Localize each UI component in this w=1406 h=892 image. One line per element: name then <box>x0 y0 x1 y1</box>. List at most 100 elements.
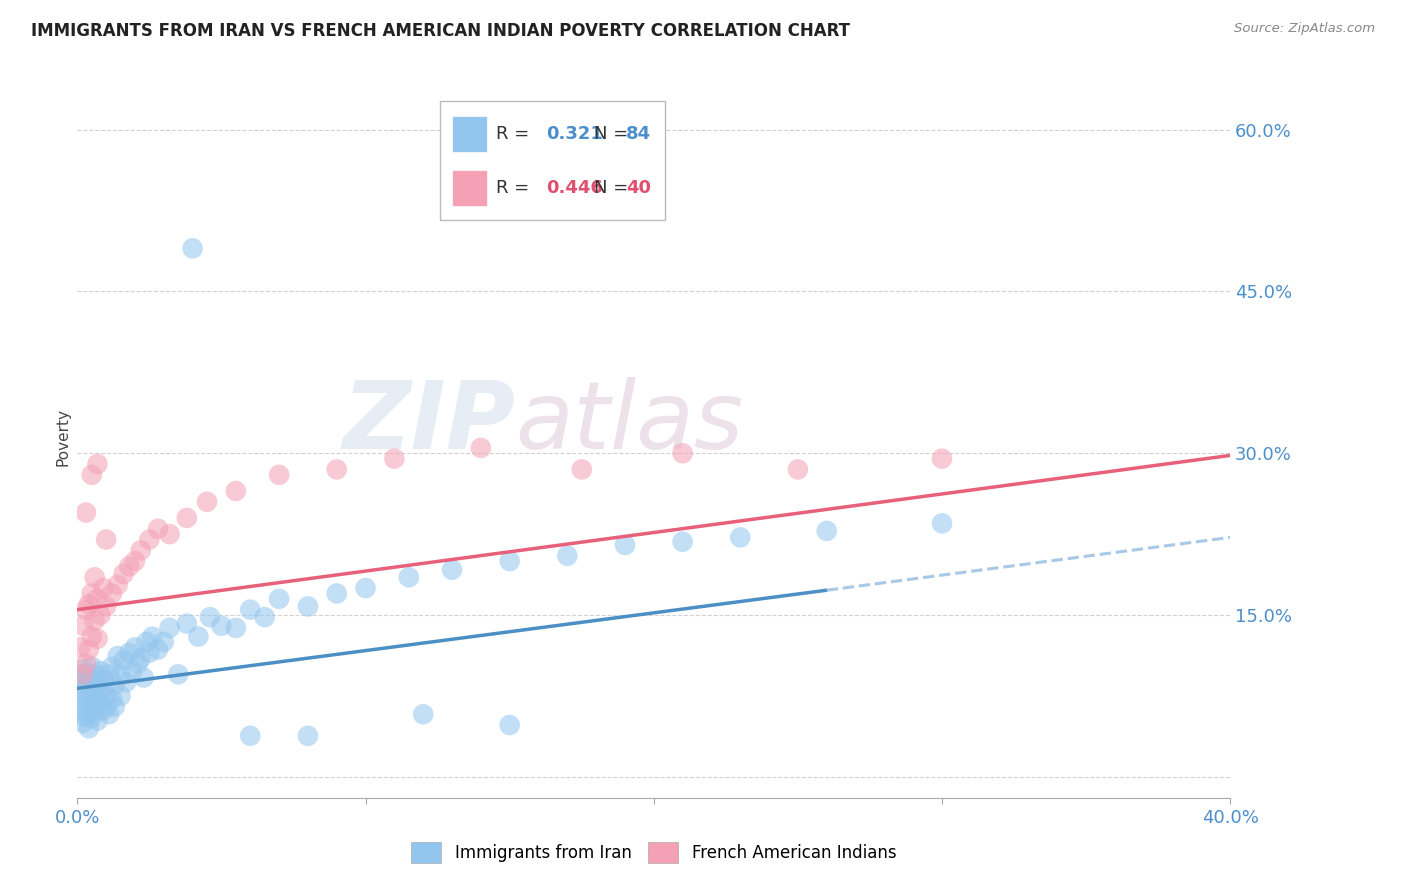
Y-axis label: Poverty: Poverty <box>55 408 70 467</box>
Point <box>470 441 492 455</box>
Point <box>72 667 94 681</box>
Point <box>72 619 94 633</box>
Point <box>931 516 953 531</box>
Text: 0.446: 0.446 <box>547 178 603 197</box>
Point <box>127 657 149 671</box>
Point <box>80 586 103 600</box>
Point <box>86 632 108 646</box>
Point <box>107 648 129 663</box>
Point <box>101 692 124 706</box>
Point <box>77 642 100 657</box>
Point <box>89 664 111 678</box>
Text: R =: R = <box>496 178 540 197</box>
Text: ZIP: ZIP <box>343 376 516 468</box>
Point <box>83 694 105 708</box>
Point <box>77 674 100 689</box>
Point <box>931 451 953 466</box>
Point <box>132 671 155 685</box>
Point <box>146 642 169 657</box>
Point <box>267 467 291 482</box>
Point <box>398 570 420 584</box>
Point <box>239 729 262 743</box>
Point <box>69 683 91 698</box>
Point <box>198 610 221 624</box>
Text: 40: 40 <box>626 178 651 197</box>
Point <box>75 710 97 724</box>
Point <box>672 446 695 460</box>
Point <box>75 667 97 681</box>
Point <box>499 554 522 568</box>
Text: atlas: atlas <box>516 377 744 468</box>
Point <box>75 689 97 703</box>
Point <box>83 614 105 628</box>
FancyBboxPatch shape <box>453 116 486 152</box>
Point <box>187 630 209 644</box>
Point <box>83 667 105 681</box>
Point <box>129 543 152 558</box>
Point <box>239 602 262 616</box>
Point <box>441 563 464 577</box>
Point <box>69 705 91 719</box>
Point <box>96 533 118 547</box>
Point <box>557 549 579 563</box>
Point <box>167 667 190 681</box>
Point <box>112 653 135 667</box>
Point <box>91 673 114 687</box>
Point <box>159 527 181 541</box>
FancyBboxPatch shape <box>453 169 486 206</box>
Point <box>86 689 108 703</box>
Point <box>211 619 233 633</box>
Point <box>354 581 377 595</box>
Point <box>75 657 97 671</box>
Point <box>91 703 114 717</box>
Point <box>86 674 108 689</box>
Point <box>96 699 118 714</box>
Point <box>89 607 111 622</box>
Point <box>72 662 94 676</box>
Point <box>107 578 129 592</box>
Point <box>135 635 157 649</box>
Point <box>86 591 108 606</box>
Text: 84: 84 <box>626 125 651 143</box>
Point <box>112 567 135 582</box>
Point <box>75 506 97 520</box>
Point <box>297 599 319 614</box>
Point <box>80 671 103 685</box>
Point <box>96 599 118 614</box>
Point <box>80 660 103 674</box>
Point <box>104 699 127 714</box>
Point <box>101 660 124 674</box>
Point <box>77 597 100 611</box>
Point <box>77 707 100 722</box>
Point <box>181 241 204 255</box>
Point <box>110 689 132 703</box>
Point <box>75 699 97 714</box>
FancyBboxPatch shape <box>440 101 665 220</box>
Text: IMMIGRANTS FROM IRAN VS FRENCH AMERICAN INDIAN POVERTY CORRELATION CHART: IMMIGRANTS FROM IRAN VS FRENCH AMERICAN … <box>31 22 851 40</box>
Point <box>89 697 111 711</box>
Text: 0.321: 0.321 <box>547 125 603 143</box>
Point <box>72 673 94 687</box>
Point <box>86 457 108 471</box>
Point <box>80 467 103 482</box>
Point <box>83 705 105 719</box>
Point <box>225 621 247 635</box>
Text: N =: N = <box>593 178 628 197</box>
Point <box>153 635 174 649</box>
Point <box>96 678 118 692</box>
Point <box>672 534 695 549</box>
Point <box>571 462 593 476</box>
Point <box>138 646 160 660</box>
Point <box>110 667 132 681</box>
Point <box>146 522 169 536</box>
Point <box>382 451 406 466</box>
Point <box>77 721 100 735</box>
Point <box>614 538 637 552</box>
Point <box>118 646 141 660</box>
Point <box>412 707 434 722</box>
Point <box>159 621 181 635</box>
Point <box>80 686 103 700</box>
Point <box>124 554 146 568</box>
Point <box>499 718 522 732</box>
Point <box>101 586 124 600</box>
